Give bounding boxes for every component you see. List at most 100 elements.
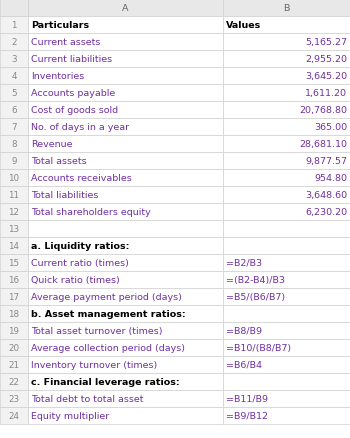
Bar [223, 390, 350, 407]
Bar [0, 305, 28, 322]
Bar [223, 220, 350, 237]
Text: 9: 9 [11, 157, 17, 166]
Text: 6,230.20: 6,230.20 [305, 208, 347, 216]
Text: Inventory turnover (times): Inventory turnover (times) [31, 360, 157, 369]
Bar [28, 254, 223, 272]
Text: Current assets: Current assets [31, 38, 100, 47]
Bar [223, 322, 350, 339]
Text: 24: 24 [8, 411, 20, 420]
Bar [28, 119, 223, 136]
Text: A: A [122, 4, 129, 13]
Bar [223, 339, 350, 356]
Bar [223, 288, 350, 305]
Text: Quick ratio (times): Quick ratio (times) [31, 276, 120, 284]
Text: 20,768.80: 20,768.80 [299, 106, 347, 115]
Bar [223, 68, 350, 85]
Text: 13: 13 [8, 225, 20, 233]
Text: 6: 6 [11, 106, 17, 115]
Bar [223, 51, 350, 68]
Bar [0, 322, 28, 339]
Text: =B8/B9: =B8/B9 [226, 326, 262, 335]
Bar [0, 170, 28, 187]
Bar [0, 407, 28, 424]
Text: Total asset turnover (times): Total asset turnover (times) [31, 326, 162, 335]
Bar [0, 119, 28, 136]
Text: 1: 1 [11, 21, 17, 30]
Bar [0, 288, 28, 305]
Text: 9,877.57: 9,877.57 [305, 157, 347, 166]
Bar [0, 102, 28, 119]
Text: 20: 20 [8, 343, 20, 352]
Bar [28, 237, 223, 254]
Bar [28, 68, 223, 85]
Text: 28,681.10: 28,681.10 [299, 140, 347, 148]
Bar [28, 170, 223, 187]
Text: 8: 8 [11, 140, 17, 148]
Bar [0, 85, 28, 102]
Bar [0, 390, 28, 407]
Text: 3,648.60: 3,648.60 [305, 191, 347, 200]
Bar [223, 0, 350, 17]
Text: a. Liquidity ratios:: a. Liquidity ratios: [31, 241, 130, 251]
Text: 18: 18 [8, 309, 20, 318]
Text: 11: 11 [8, 191, 20, 200]
Bar [28, 34, 223, 51]
Text: Average payment period (days): Average payment period (days) [31, 292, 182, 301]
Bar [0, 68, 28, 85]
Bar [223, 356, 350, 373]
Text: 2,955.20: 2,955.20 [305, 55, 347, 64]
Text: 954.80: 954.80 [314, 173, 347, 183]
Bar [0, 204, 28, 220]
Text: 4: 4 [11, 72, 17, 81]
Bar [223, 305, 350, 322]
Bar [28, 204, 223, 220]
Bar [0, 187, 28, 204]
Bar [223, 272, 350, 288]
Text: Current liabilities: Current liabilities [31, 55, 112, 64]
Bar [28, 288, 223, 305]
Bar [0, 51, 28, 68]
Bar [28, 51, 223, 68]
Bar [28, 0, 223, 17]
Bar [0, 272, 28, 288]
Bar [223, 204, 350, 220]
Bar [28, 136, 223, 153]
Bar [0, 0, 28, 17]
Text: 5,165.27: 5,165.27 [305, 38, 347, 47]
Text: 3: 3 [11, 55, 17, 64]
Text: =B10/(B8/B7): =B10/(B8/B7) [226, 343, 291, 352]
Bar [0, 220, 28, 237]
Text: =B9/B12: =B9/B12 [226, 411, 268, 420]
Bar [223, 170, 350, 187]
Bar [0, 237, 28, 254]
Text: 1,611.20: 1,611.20 [305, 89, 347, 98]
Text: Particulars: Particulars [31, 21, 89, 30]
Text: 17: 17 [8, 292, 20, 301]
Text: 14: 14 [8, 241, 20, 251]
Text: Revenue: Revenue [31, 140, 72, 148]
Bar [0, 356, 28, 373]
Bar [223, 34, 350, 51]
Text: c. Financial leverage ratios:: c. Financial leverage ratios: [31, 377, 180, 386]
Bar [0, 254, 28, 272]
Bar [28, 220, 223, 237]
Text: 2: 2 [11, 38, 17, 47]
Text: Cost of goods sold: Cost of goods sold [31, 106, 118, 115]
Bar [28, 17, 223, 34]
Text: 3,645.20: 3,645.20 [305, 72, 347, 81]
Bar [0, 373, 28, 390]
Text: B: B [283, 4, 290, 13]
Bar [223, 136, 350, 153]
Bar [223, 237, 350, 254]
Text: Inventories: Inventories [31, 72, 84, 81]
Text: 23: 23 [8, 394, 20, 403]
Bar [28, 356, 223, 373]
Bar [223, 17, 350, 34]
Bar [223, 102, 350, 119]
Text: 7: 7 [11, 123, 17, 132]
Text: 365.00: 365.00 [314, 123, 347, 132]
Text: =(B2-B4)/B3: =(B2-B4)/B3 [226, 276, 285, 284]
Text: Values: Values [226, 21, 261, 30]
Text: Total shareholders equity: Total shareholders equity [31, 208, 151, 216]
Bar [28, 322, 223, 339]
